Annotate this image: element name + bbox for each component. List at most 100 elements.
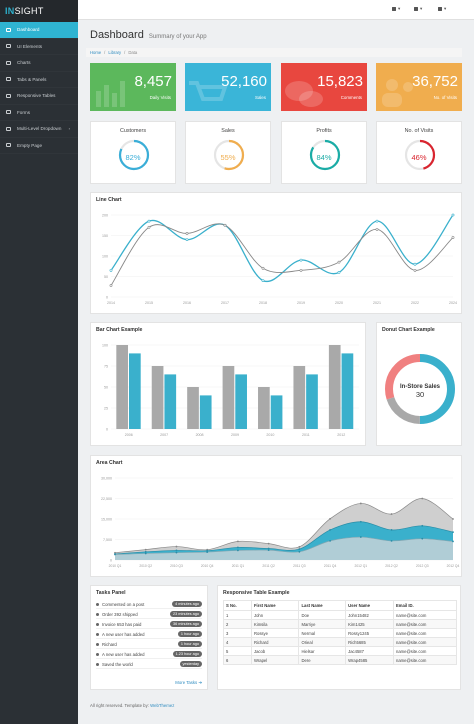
- stat-card-4[interactable]: 36,752 No. of Visits: [376, 63, 462, 111]
- sidebar: IN SIGHT Dashboard UI Elements Charts Tabs &…: [0, 0, 78, 724]
- footer-link[interactable]: WebThemez: [150, 703, 175, 708]
- task-item[interactable]: Commented on a post 4 minutes ago: [96, 600, 202, 609]
- area-point: [175, 545, 178, 548]
- x-tick-label: 2012 Q4: [447, 564, 460, 568]
- x-tick-label: 2010: [266, 433, 274, 437]
- table-row: 3 Rossye Nermal Rossy1245 name@site.com: [223, 628, 457, 638]
- forms-icon: [6, 110, 11, 115]
- table-cell: name@site.com: [393, 655, 457, 665]
- area-point: [421, 537, 424, 540]
- x-tick-label: 2012 Q1: [354, 564, 367, 568]
- bar-series-1-2008: [187, 387, 199, 429]
- line-point: [147, 225, 151, 229]
- column-header: Last Name: [298, 600, 347, 611]
- table-cell: 1: [223, 610, 252, 620]
- breadcrumb-separator: /: [124, 50, 126, 55]
- table-row: 2 Kimsila Marriye Kim1425 name@site.com: [223, 619, 457, 629]
- bar-series-2-2012: [341, 353, 354, 429]
- sidebar-item-charts[interactable]: Charts: [0, 55, 78, 72]
- progress-ring-fill: [118, 139, 150, 171]
- area-point: [267, 542, 270, 545]
- tasks-dropdown[interactable]: ▾: [414, 6, 422, 12]
- sidebar-item-tabs-panels[interactable]: Tabs & Panels: [0, 72, 78, 88]
- line-point: [223, 223, 227, 227]
- caret-icon: ▾: [444, 6, 447, 11]
- x-tick-label: 2022: [411, 301, 419, 305]
- sidebar-item-forms[interactable]: Forms: [0, 105, 78, 121]
- task-time-badge: 1 hour ago: [177, 641, 202, 647]
- more-tasks-link[interactable]: More Tasks ➜: [175, 680, 202, 686]
- x-tick-label: 2011 Q3: [293, 564, 306, 568]
- task-item[interactable]: Richard 1 hour ago: [96, 640, 202, 649]
- sidebar-item-empty-page[interactable]: Empty Page: [0, 138, 78, 154]
- tasks-icon: [414, 7, 418, 11]
- stat-label: Sales: [255, 95, 266, 100]
- breadcrumb-home[interactable]: Home: [90, 50, 102, 55]
- line-series-1: [110, 214, 454, 283]
- sidebar-item-label: Forms: [17, 109, 31, 115]
- page-subtitle: Summary of your App: [148, 34, 207, 40]
- sidebar-item-multi-level-dropdown[interactable]: Multi-Level Dropdown ›: [0, 121, 78, 138]
- area-point: [421, 497, 424, 500]
- x-tick-label: 2011 Q4: [324, 564, 337, 568]
- table-cell: Marriye: [298, 619, 347, 629]
- table-cell: Hielsar: [298, 646, 347, 656]
- y-tick-label: 0: [106, 296, 108, 300]
- brand-logo[interactable]: IN SIGHT: [0, 0, 78, 22]
- progress-ring-fill: [213, 139, 245, 171]
- sidebar-item-ui-elements[interactable]: UI Elements: [0, 39, 78, 55]
- footer: All right reserved. Template by: WebThem…: [90, 703, 174, 708]
- x-tick-label: 2012 Q2: [385, 564, 398, 568]
- table-row: 4 Richard Orieal Rich5685 name@site.com: [223, 637, 457, 647]
- area-line-2: [114, 521, 454, 555]
- bar-series-1-2006: [116, 345, 129, 429]
- task-item[interactable]: Invoice 653 has paid 36 minutes ago: [96, 620, 202, 629]
- area-point: [144, 550, 147, 553]
- table-cell: 2: [223, 619, 252, 629]
- messages-dropdown[interactable]: ▾: [392, 6, 400, 12]
- breadcrumb-data: Data: [128, 50, 138, 55]
- top-navbar: ▾ ▾ ▾: [78, 0, 474, 20]
- users-table: S No. First Name Last Name User Name Email I…: [223, 600, 457, 665]
- y-tick-label: 25: [104, 407, 108, 411]
- area-point: [175, 549, 178, 552]
- tasks-panel-title: Tasks Panel: [96, 590, 126, 596]
- breadcrumb-library[interactable]: Library: [108, 50, 122, 55]
- table-cell: Kim1425: [345, 619, 395, 629]
- line-point: [451, 236, 455, 239]
- y-tick-label: 7,500: [103, 538, 112, 542]
- users-icon: [382, 79, 413, 107]
- table-cell: Dere: [298, 655, 347, 665]
- area-chart-panel: Area Chart 0 7,500 15,000 22,500 30,000 2010 …: [90, 455, 462, 577]
- task-item[interactable]: Order 392 shipped 23 minutes ago: [96, 610, 202, 619]
- task-text: Order 392 shipped: [102, 611, 138, 617]
- stat-card-1[interactable]: 8,457 Daily Visits: [90, 63, 176, 111]
- y-tick-label: 100: [102, 255, 108, 259]
- responsive-table-title: Responsive Table Example: [223, 590, 290, 596]
- comments-icon: [285, 81, 323, 107]
- donut-center-label: In-Store Sales: [400, 384, 441, 390]
- table-cell: 3: [223, 628, 252, 638]
- line-chart-panel: Line Chart 0 50 100 150 200 2014 2015 2016 2017 2…: [90, 192, 462, 314]
- task-item[interactable]: A new user has added 1 hour ago: [96, 630, 202, 639]
- user-dropdown[interactable]: ▾: [438, 6, 446, 12]
- progress-card-3: Profits 84%: [281, 121, 367, 184]
- table-cell: 6: [223, 655, 252, 665]
- tasks-panel: Tasks Panel Commented on a post 4 minutes…: [90, 585, 208, 690]
- y-tick-label: 30,000: [101, 477, 112, 481]
- stat-card-2[interactable]: 52,160 Sales: [185, 63, 271, 111]
- responsive-tables-icon: [6, 93, 11, 98]
- task-item[interactable]: A new user has added 1.23 hour ago: [96, 650, 202, 659]
- sidebar-item-label: Responsive Tables: [17, 93, 56, 99]
- line-point: [337, 271, 341, 274]
- sidebar-item-responsive-tables[interactable]: Responsive Tables: [0, 88, 78, 105]
- sidebar-item-dashboard[interactable]: Dashboard: [0, 22, 78, 39]
- task-item[interactable]: Saved the world yesterday: [96, 660, 202, 669]
- table-row: 5 Jacob Hielsar Jac4587 name@site.com: [223, 646, 457, 656]
- stat-card-3[interactable]: 15,823 Comments: [281, 63, 367, 111]
- area-chart-title: Area Chart: [96, 460, 123, 466]
- tabs-panels-icon: [6, 77, 11, 82]
- footer-text: All right reserved. Template by:: [90, 703, 149, 708]
- table-cell: name@site.com: [393, 637, 457, 647]
